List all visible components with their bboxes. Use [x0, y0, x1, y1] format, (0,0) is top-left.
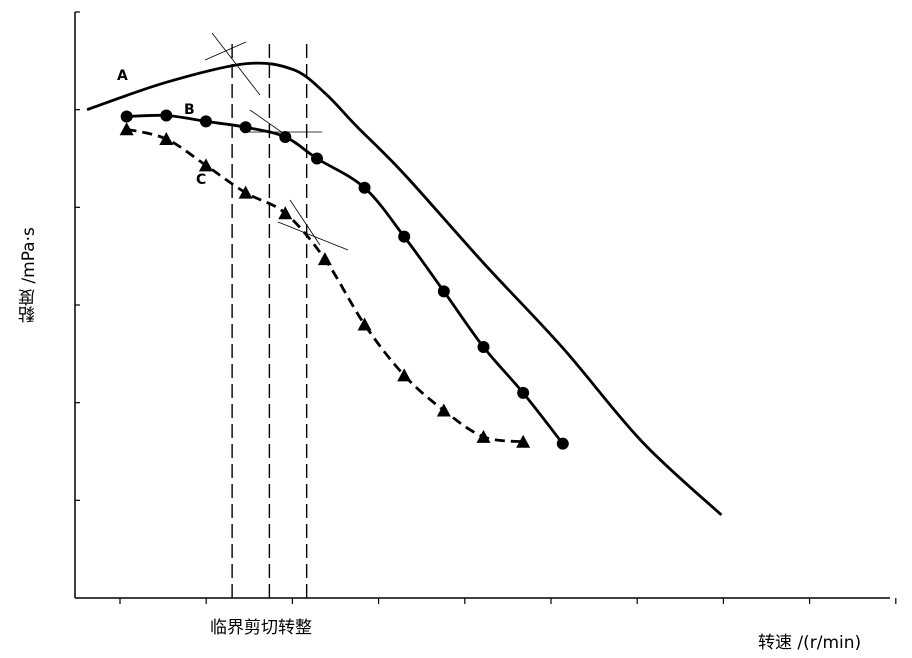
data-point-b [239, 121, 252, 134]
critical-shear-annotation: 临界剪切转整 [210, 618, 312, 638]
series-line-c [126, 127, 524, 444]
series-label-a: A [117, 68, 128, 84]
data-point-b [358, 181, 371, 194]
data-point-b [477, 340, 490, 353]
data-point-c [238, 185, 253, 199]
tangent-line [289, 199, 321, 246]
data-point-c [357, 317, 372, 331]
data-point-b [398, 230, 411, 243]
data-point-c [317, 252, 332, 266]
data-point-c [278, 206, 293, 220]
data-point-c [476, 429, 491, 443]
data-point-c [198, 158, 213, 172]
series-layer [86, 61, 723, 517]
data-point-b [556, 437, 569, 450]
tangent-line [277, 221, 349, 251]
critical-shear-guides [204, 32, 349, 598]
data-point-b [120, 110, 133, 123]
data-point-b [517, 386, 530, 399]
data-point-b [160, 109, 173, 122]
data-point-b [279, 131, 292, 144]
y-axis-label: 黏度 /mPa·s [19, 227, 39, 323]
data-point-c [516, 434, 531, 448]
series-line-a [86, 61, 723, 517]
data-point-b [437, 285, 450, 298]
data-point-b [199, 115, 212, 128]
axes [74, 11, 897, 604]
series-label-c: C [196, 172, 207, 188]
data-point-b [310, 152, 323, 165]
data-point-c [436, 403, 451, 417]
series-label-b: B [184, 102, 195, 118]
x-axis-label: 转速 /(r/min) [758, 633, 862, 653]
data-point-c [159, 131, 174, 145]
data-point-c [397, 368, 412, 382]
data-point-c [119, 122, 134, 136]
